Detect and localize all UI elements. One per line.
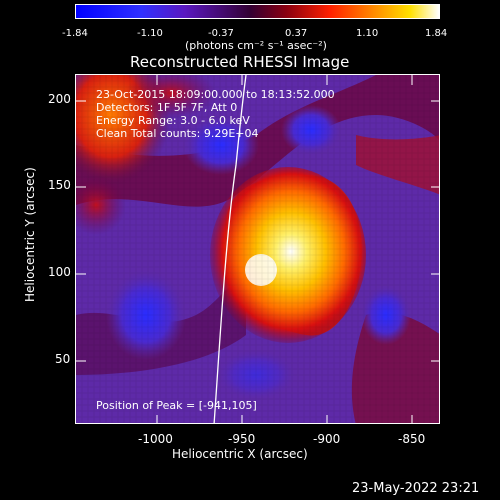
- x-tick-label: -850: [398, 432, 426, 446]
- pixel-grid: [76, 75, 439, 423]
- colorbar-tick: 1.10: [356, 28, 379, 39]
- peak-position: Position of Peak = [-941,105]: [96, 399, 257, 412]
- y-tick-label: 200: [48, 92, 71, 106]
- info-line-energy: Energy Range: 3.0 - 6.0 keV: [96, 114, 250, 127]
- y-tick-label: 150: [48, 178, 71, 192]
- image-title: Reconstructed RHESSI Image: [130, 53, 350, 71]
- solar-limb: [213, 75, 247, 423]
- observation-info: 23-Oct-2015 18:09:00.000 to 18:13:52.000…: [96, 88, 335, 140]
- info-line-detectors: Detectors: 1F 5F 7F, Att 0: [96, 101, 238, 114]
- colorbar-tick: 1.84: [425, 28, 448, 39]
- y-tick-label: 100: [48, 265, 71, 279]
- tick-marks: [76, 75, 439, 423]
- info-line-time: 23-Oct-2015 18:09:00.000 to 18:13:52.000: [96, 88, 335, 101]
- colorbar-tick: -0.37: [208, 28, 234, 39]
- timestamp: 23-May-2022 23:21: [352, 481, 480, 496]
- x-tick-label: -1000: [138, 432, 173, 446]
- rhessi-image: 23-Oct-2015 18:09:00.000 to 18:13:52.000…: [75, 74, 440, 424]
- y-tick-label: 50: [55, 352, 71, 366]
- colorbar-tick: -1.10: [137, 28, 163, 39]
- colorbar-tick: -1.84: [62, 28, 88, 39]
- x-tick-label: -950: [228, 432, 256, 446]
- x-axis-label: Heliocentric X (arcsec): [172, 447, 308, 461]
- y-axis-label: Heliocentric Y (arcsec): [23, 167, 37, 302]
- x-tick-label: -900: [313, 432, 341, 446]
- colorbar-unit: (photons cm⁻² s⁻¹ asec⁻²): [185, 39, 327, 52]
- colorbar: [75, 4, 440, 19]
- rhessi-image-canvas: [76, 75, 439, 423]
- colorbar-tick: 0.37: [285, 28, 308, 39]
- info-line-counts: Clean Total counts: 9.29E+04: [96, 127, 259, 140]
